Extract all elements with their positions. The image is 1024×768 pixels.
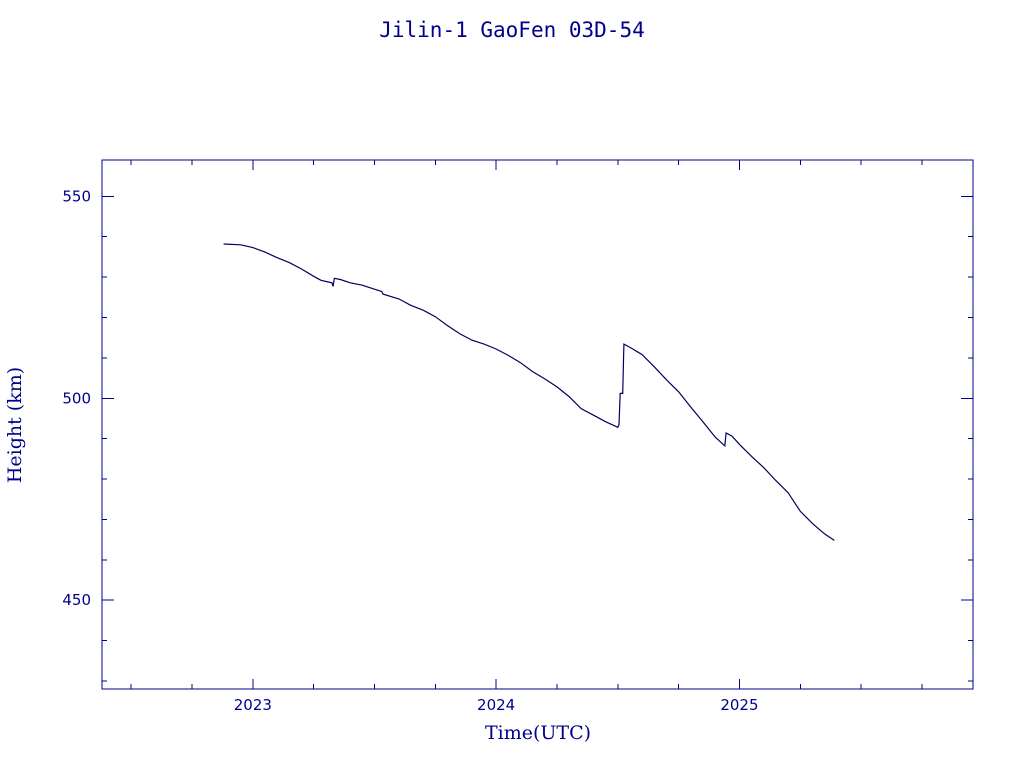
x-tick-label: 2024 <box>477 696 515 714</box>
x-tick-label: 2025 <box>720 696 758 714</box>
y-tick-label: 500 <box>62 389 91 407</box>
height-series-line <box>223 243 835 541</box>
axis-ticks <box>102 160 973 689</box>
plot-frame <box>101 159 974 690</box>
x-axis-label: Time(UTC) <box>485 722 591 744</box>
x-tick-label: 2023 <box>234 696 272 714</box>
axis-tick-labels: 2023 2024 2025 450 500 550 <box>62 187 758 714</box>
y-tick-label: 550 <box>62 187 91 205</box>
y-axis-label: Height (km) <box>4 367 26 483</box>
y-tick-label: 450 <box>62 591 91 609</box>
chart-title: Jilin-1 GaoFen 03D-54 <box>379 18 645 42</box>
